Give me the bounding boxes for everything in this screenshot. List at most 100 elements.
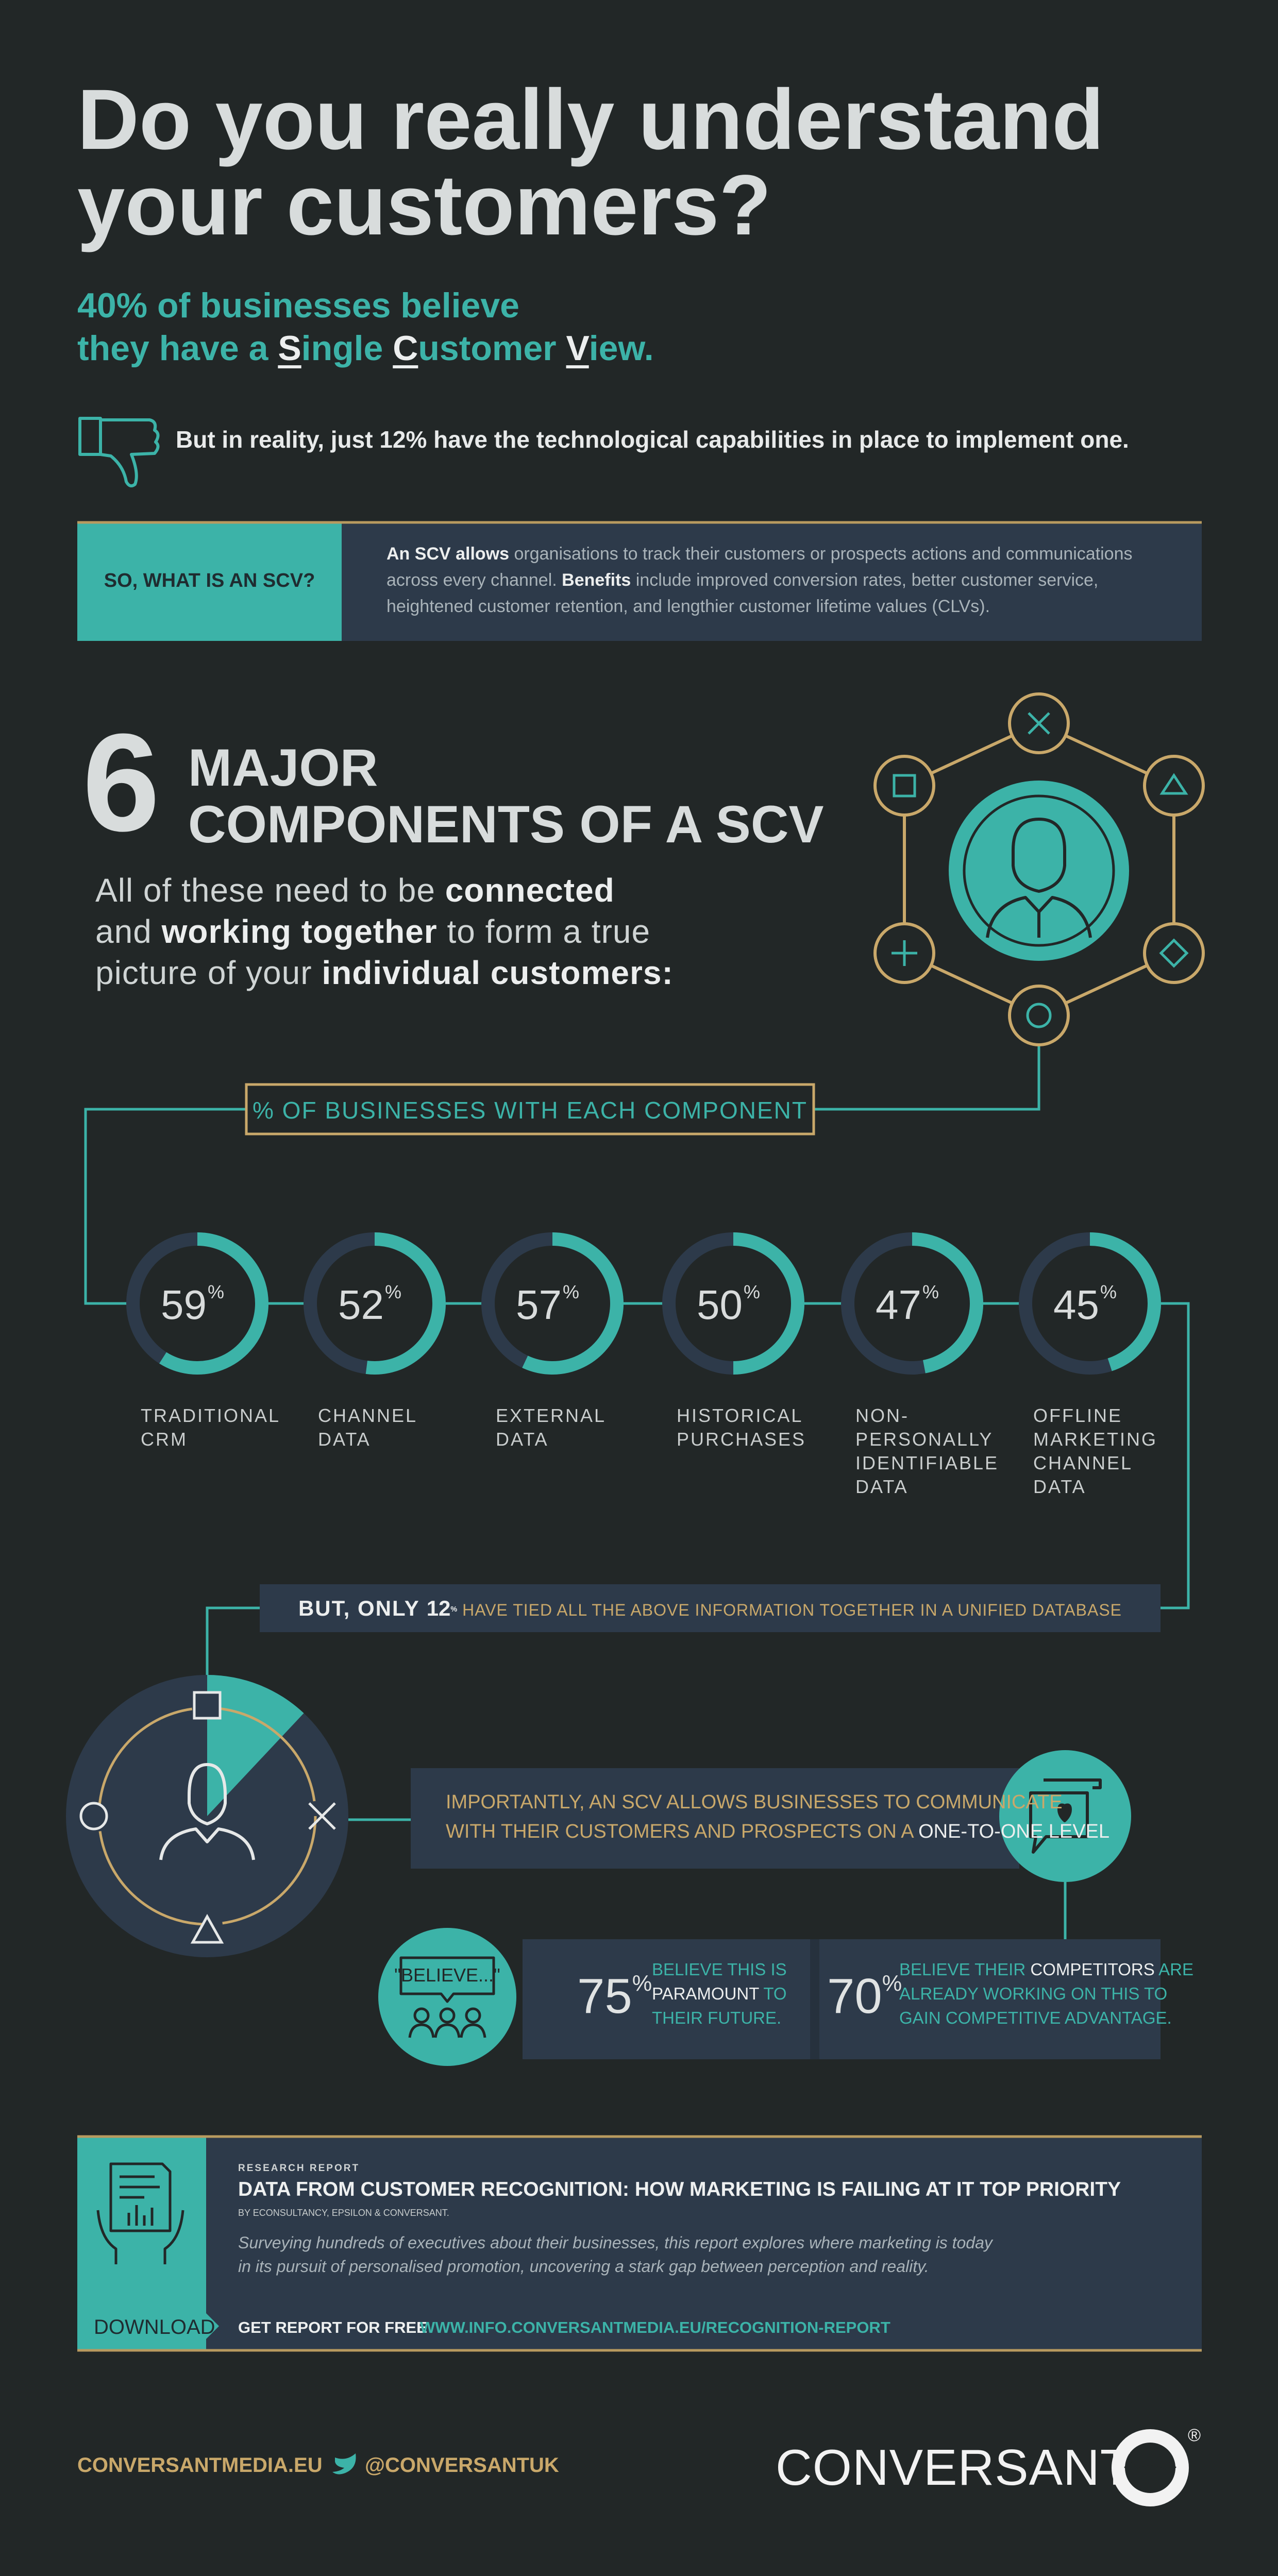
intro-part: picture of your: [95, 954, 322, 991]
stat-highlight: PARAMOUNT: [652, 1984, 759, 2003]
heading-line: COMPONENTS OF A SCV: [188, 795, 824, 854]
donut-label: HISTORICAL: [677, 1405, 803, 1426]
report-byline: BY ECONSULTANCY, EPSILON & CONVERSANT.: [238, 2208, 449, 2218]
footer-site[interactable]: CONVERSANTMEDIA.EU: [77, 2454, 323, 2477]
definition-label: SO, WHAT IS AN SCV?: [104, 570, 315, 591]
download-button[interactable]: DOWNLOAD: [94, 2316, 215, 2338]
footer-twitter[interactable]: @CONVERSANTUK: [365, 2454, 559, 2477]
subtitle-line: they have a Single Customer View.: [77, 327, 654, 370]
stat-part: BELIEVE THEIR: [899, 1960, 1031, 1979]
donut-value: 47: [876, 1282, 921, 1328]
donut-value: 45: [1053, 1282, 1099, 1328]
donut-unit: %: [1100, 1281, 1117, 1302]
stat-part: GAIN COMPETITIVE ADVANTAGE.: [899, 2008, 1172, 2027]
donut-label: DATA: [855, 1476, 909, 1497]
unified-unit: %: [450, 1605, 458, 1614]
stat-unit: %: [882, 1971, 902, 1996]
report-cta: GET REPORT FOR FREE: [238, 2318, 427, 2336]
believe-icon-bg: [378, 1928, 516, 2066]
stats-divider: [810, 1939, 819, 2059]
report-url[interactable]: WWW.INFO.CONVERSANTMEDIA.EU/RECOGNITION-…: [420, 2318, 890, 2336]
description-line: in its pursuit of personalised promotion…: [238, 2257, 929, 2276]
logo-ring: [1112, 2429, 1189, 2506]
importantly-highlight: ONE-TO-ONE LEVEL: [918, 1821, 1110, 1842]
report-description: Surveying hundreds of executives about t…: [238, 2231, 993, 2279]
title: Do you really understand your customers?: [77, 77, 1104, 248]
donut-arc: [1089, 1232, 1161, 1371]
donut-label: NON-: [855, 1405, 909, 1426]
subtitle-text: they have a: [77, 328, 278, 368]
components-intro: All of these need to be connected and wor…: [95, 870, 674, 993]
definition-part: organisations to track their customers o…: [386, 544, 1133, 590]
logo-ring-cut: [1124, 2457, 1176, 2474]
donut-arc: [159, 1232, 268, 1375]
donut-arc: [365, 1232, 446, 1375]
subtitle-initial: S: [278, 328, 301, 368]
reality-text: But in reality, just 12% have the techno…: [176, 426, 1129, 453]
chat-icon: [1029, 1778, 1102, 1854]
definition-bold: An SCV allows: [386, 544, 510, 564]
unified-description: HAVE TIED ALL THE ABOVE INFORMATION TOGE…: [457, 1601, 1122, 1619]
donut-label: DATA: [1033, 1476, 1086, 1497]
believe-icon-text: "BELIEVE...": [394, 1964, 500, 1986]
donut-label: PURCHASES: [677, 1429, 806, 1450]
intro-bold: individual customers:: [322, 954, 674, 991]
donut-label: CHANNEL: [1033, 1452, 1133, 1473]
report-icon: [96, 2162, 184, 2264]
donut-label: DATA: [496, 1429, 549, 1450]
stat-part: ALREADY WORKING ON THIS TO: [899, 1984, 1168, 2003]
donut-value: 50: [697, 1282, 743, 1328]
percent-label-box: [245, 1083, 815, 1136]
stat-part: TO: [759, 1984, 787, 2003]
stat-part: BELIEVE THIS IS: [652, 1960, 787, 1979]
network-graphic: [84, 692, 1205, 1609]
stat-unit: %: [632, 1971, 652, 1996]
donut-label: IDENTIFIABLE: [855, 1452, 999, 1473]
stat-number: 70: [827, 1969, 882, 2024]
donut-label: TRADITIONAL: [141, 1405, 280, 1426]
subtitle-text: ingle: [301, 328, 393, 368]
importantly-box: [411, 1768, 1019, 1869]
percent-label: % OF BUSINESSES WITH EACH COMPONENT: [253, 1097, 808, 1124]
footer-logo: CONVERSANT: [776, 2439, 1132, 2496]
unified-value: 12: [426, 1596, 451, 1620]
report-box: [77, 2137, 1202, 2350]
definition-text: An SCV allows organisations to track the…: [386, 541, 1180, 620]
intro-bold: connected: [445, 872, 615, 909]
description-line: Surveying hundreds of executives about t…: [238, 2233, 993, 2252]
unified-text: BUT, ONLY 12% HAVE TIED ALL THE ABOVE IN…: [260, 1596, 1161, 1622]
definition-bold: Benefits: [562, 570, 631, 590]
donut-value: 52: [338, 1282, 384, 1328]
importantly-line: IMPORTANTLY, AN SCV ALLOWS BUSINESSES TO…: [446, 1791, 1063, 1813]
subtitle-text: iew.: [588, 328, 654, 368]
subtitle: 40% of businesses believe they have a Si…: [77, 284, 654, 370]
importantly-part: WITH THEIR CUSTOMERS AND PROSPECTS ON A: [446, 1821, 919, 1842]
donut-label: OFFLINE: [1033, 1405, 1122, 1426]
believe-icon: [399, 1956, 495, 2038]
intro-part: All of these need to be: [95, 872, 445, 909]
stats-box: [523, 1939, 1161, 2059]
unified-banner: [260, 1584, 1161, 1632]
donut-arc: [912, 1232, 983, 1374]
subtitle-line: 40% of businesses believe: [77, 286, 519, 325]
footer-logo-mark: ®: [1188, 2426, 1201, 2445]
intro-bold: working together: [161, 913, 438, 950]
donut-unit: %: [744, 1281, 760, 1302]
twitter-icon: [332, 2453, 356, 2475]
definition-part: include improved conversion rates, bette…: [386, 570, 1099, 616]
report-title: DATA FROM CUSTOMER RECOGNITION: HOW MARK…: [238, 2178, 1121, 2200]
donut-label: EXTERNAL: [496, 1405, 606, 1426]
stat-highlight: COMPETITORS: [1030, 1960, 1155, 1979]
subtitle-initial: V: [566, 328, 589, 368]
stat-part: THEIR FUTURE.: [652, 2008, 782, 2027]
unified-icons: [79, 1691, 336, 1944]
definition-label-bg: [77, 522, 342, 641]
donut-unit: %: [208, 1281, 224, 1302]
stat-text: BELIEVE THIS IS PARAMOUNT TO THEIR FUTURE.: [652, 1958, 787, 2030]
donut-label: CHANNEL: [318, 1405, 417, 1426]
intro-part: to form a true: [437, 913, 651, 950]
stat-value: 75%: [577, 1968, 652, 2025]
connector: [206, 1606, 260, 1685]
